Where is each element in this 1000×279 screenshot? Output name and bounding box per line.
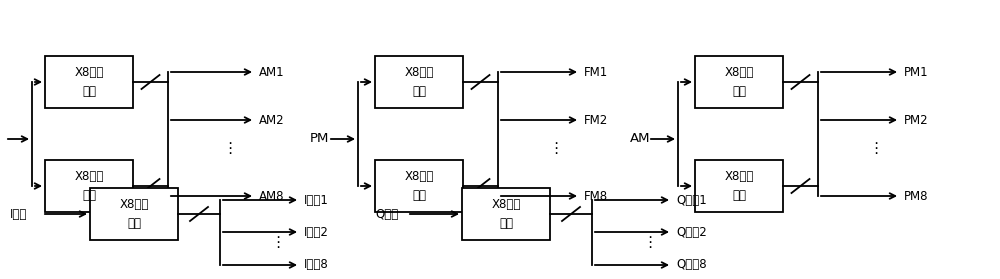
Text: X8正弦: X8正弦	[119, 198, 149, 211]
Text: ⋮: ⋮	[222, 141, 238, 155]
Text: ⋮: ⋮	[270, 235, 286, 249]
Text: X8正弦: X8正弦	[74, 170, 104, 183]
Text: PM1: PM1	[904, 66, 929, 78]
Text: FM8: FM8	[584, 189, 608, 203]
Text: I数据8: I数据8	[304, 259, 329, 271]
Text: 插值: 插值	[412, 85, 426, 98]
Text: X8线性: X8线性	[724, 66, 754, 79]
Text: AM1: AM1	[259, 66, 285, 78]
Bar	[695, 160, 783, 212]
Text: I数据2: I数据2	[304, 225, 329, 239]
Text: AM8: AM8	[259, 189, 285, 203]
Text: Q数据1: Q数据1	[676, 194, 707, 206]
Text: FM2: FM2	[584, 114, 608, 126]
Text: FM1: FM1	[584, 66, 608, 78]
Text: PM8: PM8	[904, 189, 928, 203]
Text: X8线性: X8线性	[404, 66, 434, 79]
Text: Q数据: Q数据	[375, 208, 398, 220]
Text: X8正弦: X8正弦	[724, 170, 754, 183]
Text: 插值: 插值	[82, 189, 96, 202]
Text: 插值: 插值	[732, 189, 746, 202]
Text: Q数据8: Q数据8	[676, 259, 707, 271]
Text: 插值: 插值	[127, 217, 141, 230]
Text: ⋮: ⋮	[548, 141, 564, 155]
Text: 插值: 插值	[82, 85, 96, 98]
Text: I数据: I数据	[10, 208, 27, 220]
Text: 插值: 插值	[499, 217, 513, 230]
Bar	[375, 56, 463, 108]
Text: ⋮: ⋮	[642, 235, 658, 249]
Bar	[462, 188, 550, 240]
Text: X8正弦: X8正弦	[404, 170, 434, 183]
Bar	[375, 160, 463, 212]
Text: 插值: 插值	[732, 85, 746, 98]
Text: PM2: PM2	[904, 114, 929, 126]
Text: 插值: 插值	[412, 189, 426, 202]
Text: PM: PM	[310, 133, 329, 146]
Bar	[695, 56, 783, 108]
Bar	[90, 188, 178, 240]
Text: X8正弦: X8正弦	[491, 198, 521, 211]
Text: AM: AM	[630, 133, 650, 146]
Text: Q数据2: Q数据2	[676, 225, 707, 239]
Text: AM2: AM2	[259, 114, 285, 126]
Text: ⋮: ⋮	[868, 141, 884, 155]
Bar	[45, 56, 133, 108]
Bar	[45, 160, 133, 212]
Text: I数据1: I数据1	[304, 194, 329, 206]
Text: X8线性: X8线性	[74, 66, 104, 79]
